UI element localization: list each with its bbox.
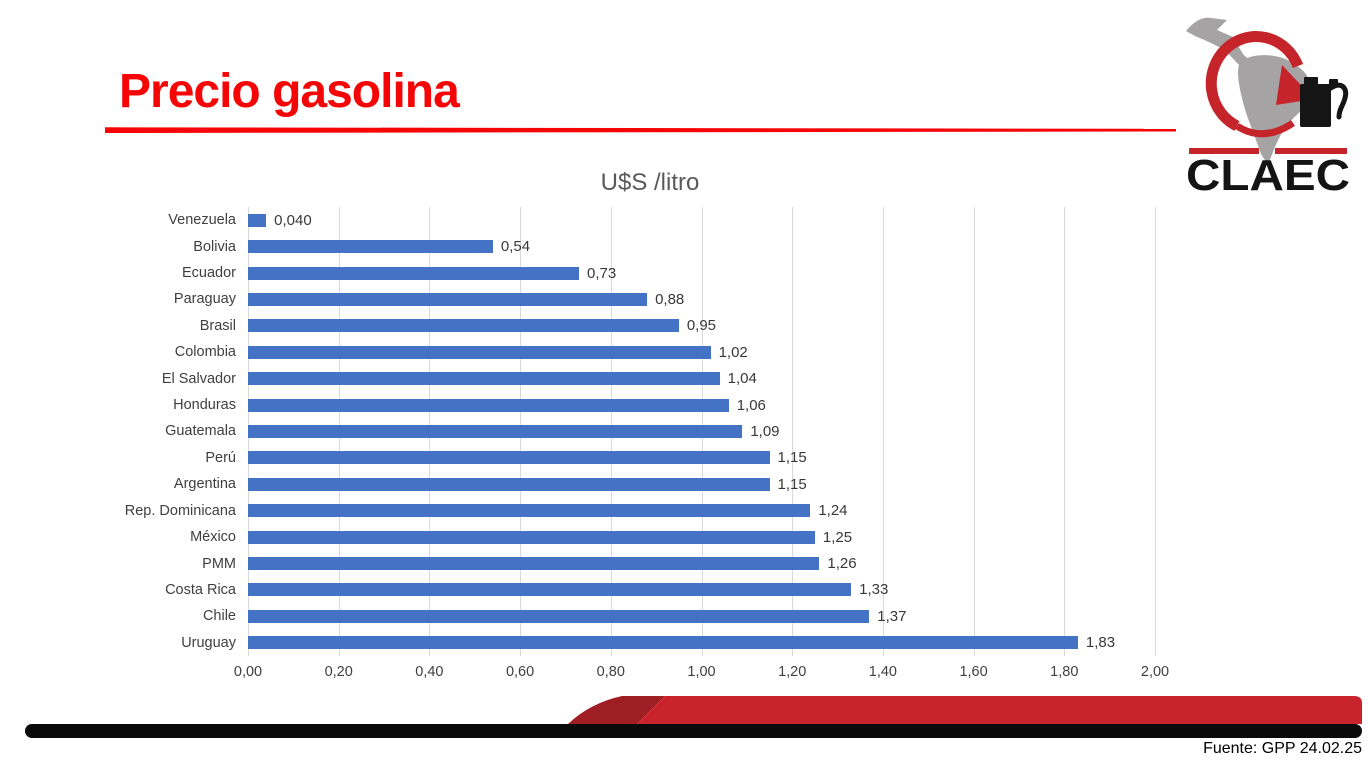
gridline	[792, 207, 794, 656]
bar-value-label: 1,04	[727, 370, 757, 388]
x-axis-tick-label: 1,40	[868, 664, 897, 680]
bar-value-label: 1,24	[818, 502, 848, 520]
bar-value-label: 1,26	[827, 555, 857, 573]
bar	[248, 398, 729, 412]
bar-value-label: 0,54	[500, 238, 531, 256]
chart-title: U$S /litro	[600, 169, 700, 196]
bar-value-label: 0,95	[686, 317, 717, 335]
bar	[248, 557, 820, 571]
category-label: Rep. Dominicana	[124, 502, 236, 519]
plot-area: 0,040 0,54 0,73 0,88 0,95 1,02 1,04 1,06 1,09 1,1…	[248, 207, 1156, 656]
bar	[248, 636, 1078, 650]
category-axis: Venezuela Bolivia Ecuador Paraguay Brasil Col…	[0, 207, 236, 656]
category-label: Uruguay	[181, 634, 236, 651]
bar	[248, 266, 580, 280]
category-label: Paraguay	[173, 291, 236, 308]
category-label: Ecuador	[181, 265, 236, 282]
category-label: Brasil	[199, 317, 236, 334]
category-label: Guatemala	[165, 423, 236, 440]
bottom-black-bar	[25, 724, 1362, 738]
x-axis-tick-label: 2,00	[1140, 664, 1170, 680]
logo-wordmark: CLAEC	[1186, 151, 1350, 200]
bar-value-label: 1,02	[718, 343, 748, 361]
bar-value-label: 1,09	[750, 423, 780, 440]
bottom-red-swoosh	[568, 696, 1362, 724]
category-label: El Salvador	[161, 370, 236, 387]
x-axis-tick-label: 1,80	[1050, 664, 1079, 680]
bar-value-label: 1,83	[1085, 634, 1116, 652]
x-axis-tick-label: 0,60	[505, 664, 535, 680]
bar-value-label: 1,06	[736, 396, 766, 414]
bar-value-label: 0,73	[587, 264, 617, 282]
x-axis-tick-label: 1,20	[778, 664, 807, 680]
page-title: Precio gasolina	[119, 65, 460, 118]
bar	[248, 583, 852, 597]
bar-value-label: 1,15	[777, 475, 807, 493]
fuel-pump-icon	[1300, 77, 1349, 127]
bar	[248, 319, 679, 333]
category-label: Argentina	[173, 476, 236, 493]
bar-value-label: 1,37	[877, 607, 907, 625]
x-axis-tick-label: 0,40	[415, 664, 444, 680]
category-label: Venezuela	[168, 212, 236, 229]
category-label: Bolivia	[193, 238, 236, 255]
bar	[248, 609, 870, 623]
x-axis: 0,00 0,20 0,40 0,60 0,80 1,00 1,20 1,40 1,60 1,80…	[234, 664, 1169, 684]
bar-value-label: 1,25	[822, 528, 853, 546]
title-underline	[105, 127, 1176, 133]
bar	[248, 451, 770, 465]
x-axis-tick-label: 0,00	[233, 664, 263, 680]
bar-value-label: 1,33	[859, 581, 889, 599]
gridline	[882, 207, 884, 656]
gridline	[973, 207, 975, 656]
bar	[248, 213, 267, 227]
bar	[248, 240, 493, 254]
bar-value-label: 1,15	[777, 449, 807, 467]
x-axis-tick-label: 1,00	[687, 664, 716, 680]
bar	[248, 504, 811, 518]
category-label: México	[190, 529, 236, 546]
bar	[248, 530, 815, 544]
bar	[248, 292, 648, 306]
category-label: PMM	[202, 555, 236, 572]
gridline	[1064, 207, 1066, 656]
category-label: Colombia	[174, 344, 236, 361]
x-axis-tick-label: 0,20	[324, 664, 353, 680]
gridline	[1155, 207, 1156, 656]
bar-value-label: 0,88	[655, 290, 685, 308]
claec-logo-graphic: CLAEC	[1186, 17, 1350, 200]
claec-logo: CLAEC	[1181, 4, 1355, 208]
category-label: Costa Rica	[165, 581, 236, 598]
category-label: Chile	[202, 608, 236, 625]
source-note: Fuente: GPP 24.02.25	[1203, 740, 1362, 757]
bar-value-label: 0,040	[274, 211, 312, 229]
bar	[248, 372, 720, 386]
logo-underline	[1189, 148, 1347, 154]
bar	[248, 345, 711, 359]
x-axis-tick-label: 1,60	[959, 664, 988, 680]
x-axis-tick-label: 0,80	[596, 664, 625, 680]
category-label: Perú	[205, 449, 236, 466]
category-label: Honduras	[173, 397, 236, 414]
bar	[248, 477, 770, 491]
bar	[248, 425, 743, 438]
